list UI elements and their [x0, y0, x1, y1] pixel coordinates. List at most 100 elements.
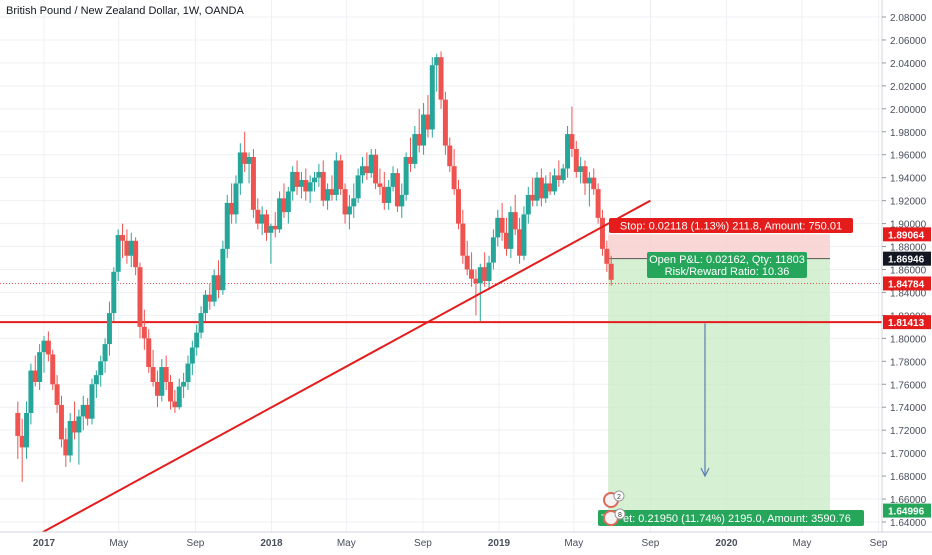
candle-body — [133, 240, 139, 268]
candle-body — [477, 267, 483, 284]
candle-body — [582, 166, 588, 184]
candle-body — [89, 384, 95, 419]
candle-body — [281, 198, 287, 213]
candle-body — [124, 240, 130, 256]
price-badge: 1.64996 — [888, 507, 925, 518]
candle-body — [19, 435, 25, 448]
candle-body — [368, 154, 374, 174]
price-badge-bg — [883, 315, 931, 330]
candle-body — [333, 160, 339, 195]
pnl-label-line1: Open P&L: 0.02162, Qty: 11803 — [649, 254, 805, 266]
candle-body — [54, 384, 60, 405]
price-badge-bg — [883, 227, 931, 242]
candle-body — [547, 183, 553, 192]
target-label-bg — [598, 510, 864, 526]
stop-label: Stop: 0.02118 (1.13%) 211.8, Amount: 750… — [620, 221, 842, 233]
x-tick-label: May — [564, 538, 583, 549]
candle-body — [229, 202, 235, 215]
candle-body — [185, 363, 191, 382]
candle-body — [255, 209, 261, 224]
price-badge-bg — [883, 503, 931, 518]
candle-body — [211, 275, 217, 302]
candle-body — [312, 177, 318, 183]
candle-body — [373, 154, 379, 184]
candle-body — [595, 189, 601, 218]
candle-body — [394, 173, 400, 207]
stop-label-bg — [609, 218, 853, 233]
candle-body — [325, 189, 331, 201]
candle-body — [207, 294, 213, 302]
candle-body — [76, 416, 82, 433]
candle-body — [277, 198, 283, 230]
candle-body — [41, 340, 47, 353]
candle-body — [128, 240, 134, 256]
candle-body — [565, 134, 571, 169]
candle-body — [351, 198, 357, 207]
y-tick-label: 1.92000 — [890, 197, 927, 208]
candle-body — [364, 166, 370, 174]
pnl-label-line2: Risk/Reward Ratio: 10.36 — [665, 266, 790, 278]
candle-body — [521, 214, 527, 256]
candle-body — [285, 191, 291, 213]
event-marker-badge — [614, 508, 626, 520]
y-tick-label: 2.04000 — [890, 59, 927, 70]
candle-body — [242, 152, 248, 164]
price-badge: 1.86946 — [888, 255, 925, 266]
candle-body — [551, 175, 557, 192]
candle-body — [141, 326, 147, 339]
candle-body — [346, 206, 352, 215]
candle-body — [246, 157, 252, 164]
candle-body — [407, 157, 413, 164]
candle-body — [272, 225, 278, 230]
y-tick-label: 2.08000 — [890, 13, 927, 24]
candle-body — [181, 381, 187, 387]
candle-body — [250, 157, 256, 210]
candle-body — [163, 367, 169, 382]
candle-body — [438, 57, 444, 100]
candle-body — [307, 182, 313, 192]
trendline — [39, 199, 651, 535]
candle-body — [320, 171, 326, 201]
target-zone — [608, 258, 830, 511]
candle-body — [591, 177, 597, 190]
candle-body — [421, 114, 427, 146]
candle-body — [381, 186, 387, 203]
y-tick-label: 1.74000 — [890, 403, 927, 414]
y-tick-label: 1.68000 — [890, 472, 927, 483]
candle-body — [425, 114, 431, 130]
price-badge-bg — [883, 251, 931, 266]
candle-body — [586, 177, 592, 184]
y-tick-label: 1.72000 — [890, 426, 927, 437]
candle-body — [237, 152, 243, 184]
candle-body — [447, 145, 453, 167]
candle-body — [45, 340, 51, 355]
candle-body — [530, 194, 536, 201]
candle-body — [508, 212, 514, 249]
candle-body — [464, 255, 470, 270]
candle-body — [216, 275, 222, 291]
candle-body — [120, 235, 126, 241]
candle-body — [176, 386, 182, 408]
candle-body — [403, 157, 409, 195]
candle-body — [604, 248, 610, 264]
target-label: et: 0.21950 (11.74%) 2195.0, Amount: 359… — [623, 513, 851, 525]
candle-body — [220, 248, 226, 291]
candle-body — [264, 214, 270, 233]
candle-body — [495, 217, 501, 238]
candle-body — [294, 171, 300, 187]
candle-body — [599, 217, 605, 249]
candle-body — [172, 401, 178, 408]
candle-body — [168, 381, 174, 402]
price-badge: 1.84784 — [888, 279, 925, 290]
y-tick-label: 1.80000 — [890, 334, 927, 345]
pnl-label-bg — [647, 252, 807, 278]
x-tick-label: 2017 — [33, 538, 56, 549]
candle-body — [303, 179, 309, 192]
candle-body — [360, 166, 365, 176]
candle-body — [538, 177, 544, 199]
candle-body — [578, 166, 584, 172]
candle-body — [189, 347, 195, 364]
price-badge-bg — [883, 276, 931, 291]
